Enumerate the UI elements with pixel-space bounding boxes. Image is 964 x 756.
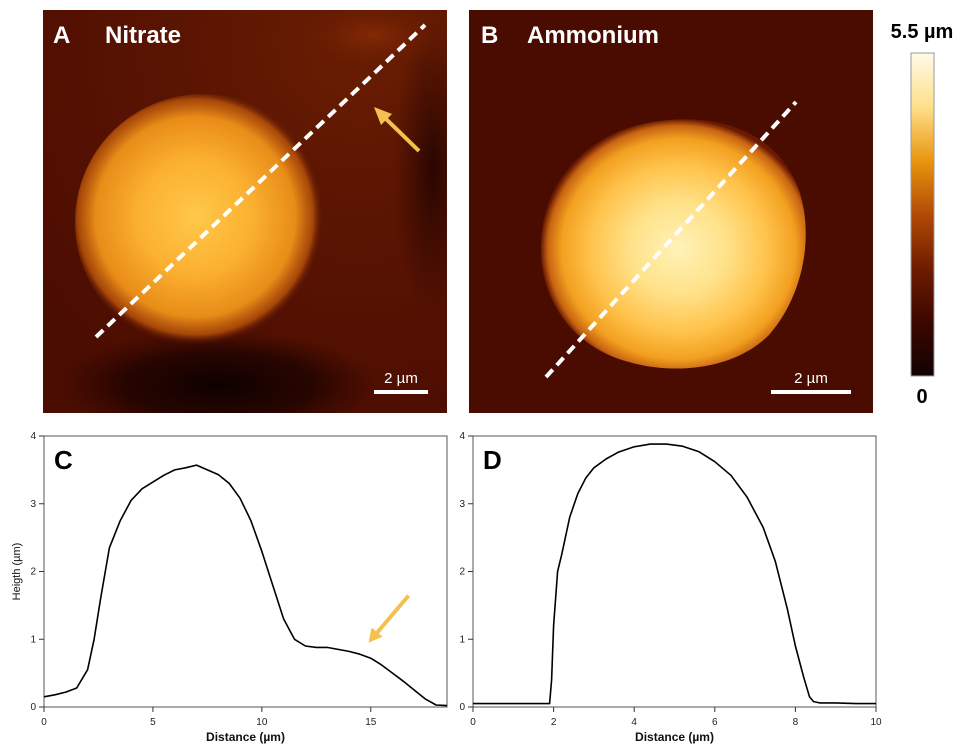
panel-title-b: Ammonium <box>527 22 659 49</box>
profile-chart-d: 0 2 4 6 8 10 0 1 2 3 4 Distance (µm) D <box>448 425 892 756</box>
plot-frame-d <box>472 435 877 708</box>
profile-line-b <box>544 100 798 379</box>
x-tick-label-c: 5 <box>150 717 156 728</box>
y-tick-label-d: 3 <box>459 499 465 510</box>
profile-line-a <box>94 23 427 339</box>
scalebar-label-a: 2 µm <box>384 370 418 387</box>
profile-chart-c: 0 5 10 15 0 1 2 3 4 Distance (µm) Heigth (µm) C <box>0 425 460 756</box>
profile-series-d <box>473 443 876 705</box>
panel-letter-a: A <box>53 22 70 49</box>
scale-bar-b <box>771 390 851 394</box>
y-tick-label-d: 1 <box>459 634 465 645</box>
y-tick-label-c: 1 <box>30 634 36 645</box>
colorbar: 5.5 µm 0 <box>880 8 964 408</box>
colorbar-gradient <box>910 52 935 377</box>
panel-title-a: Nitrate <box>105 22 181 49</box>
arrow-icon <box>368 594 411 643</box>
y-tick-label-c: 2 <box>30 567 36 578</box>
x-axis-label-d: Distance (µm) <box>635 730 714 744</box>
arrow-icon <box>374 107 421 153</box>
cell-dome-b <box>540 119 806 369</box>
y-axis-label-c: Heigth (µm) <box>11 543 23 601</box>
afm-image-ammonium: 2 µm B Ammonium <box>469 10 873 413</box>
y-tick-label-c: 4 <box>30 431 36 442</box>
afm-image-nitrate: 2 µm A Nitrate <box>43 10 447 413</box>
x-tick-label-d: 6 <box>712 717 718 728</box>
colorbar-max-label: 5.5 µm <box>891 21 954 43</box>
x-tick-label-d: 10 <box>870 717 882 728</box>
x-tick-label-d: 0 <box>470 717 476 728</box>
scale-bar-a <box>374 390 428 394</box>
x-tick-label-c: 15 <box>365 717 377 728</box>
x-tick-label-d: 2 <box>551 717 557 728</box>
panel-letter-d: D <box>483 445 502 475</box>
x-tick-label-c: 0 <box>41 717 47 728</box>
y-tick-label-c: 0 <box>30 702 36 713</box>
plot-frame-c <box>43 435 448 708</box>
y-tick-label-d: 0 <box>459 702 465 713</box>
x-axis-label-c: Distance (µm) <box>206 730 285 744</box>
profile-series-c <box>43 464 448 707</box>
y-tick-label-c: 3 <box>30 499 36 510</box>
x-tick-label-c: 10 <box>256 717 268 728</box>
y-tick-label-d: 2 <box>459 567 465 578</box>
colorbar-min-label: 0 <box>916 386 927 408</box>
panel-letter-b: B <box>481 22 498 49</box>
scalebar-label-b: 2 µm <box>794 370 828 387</box>
panel-letter-c: C <box>54 445 73 475</box>
x-tick-label-d: 4 <box>631 717 637 728</box>
x-tick-label-d: 8 <box>793 717 799 728</box>
y-tick-label-d: 4 <box>459 431 465 442</box>
